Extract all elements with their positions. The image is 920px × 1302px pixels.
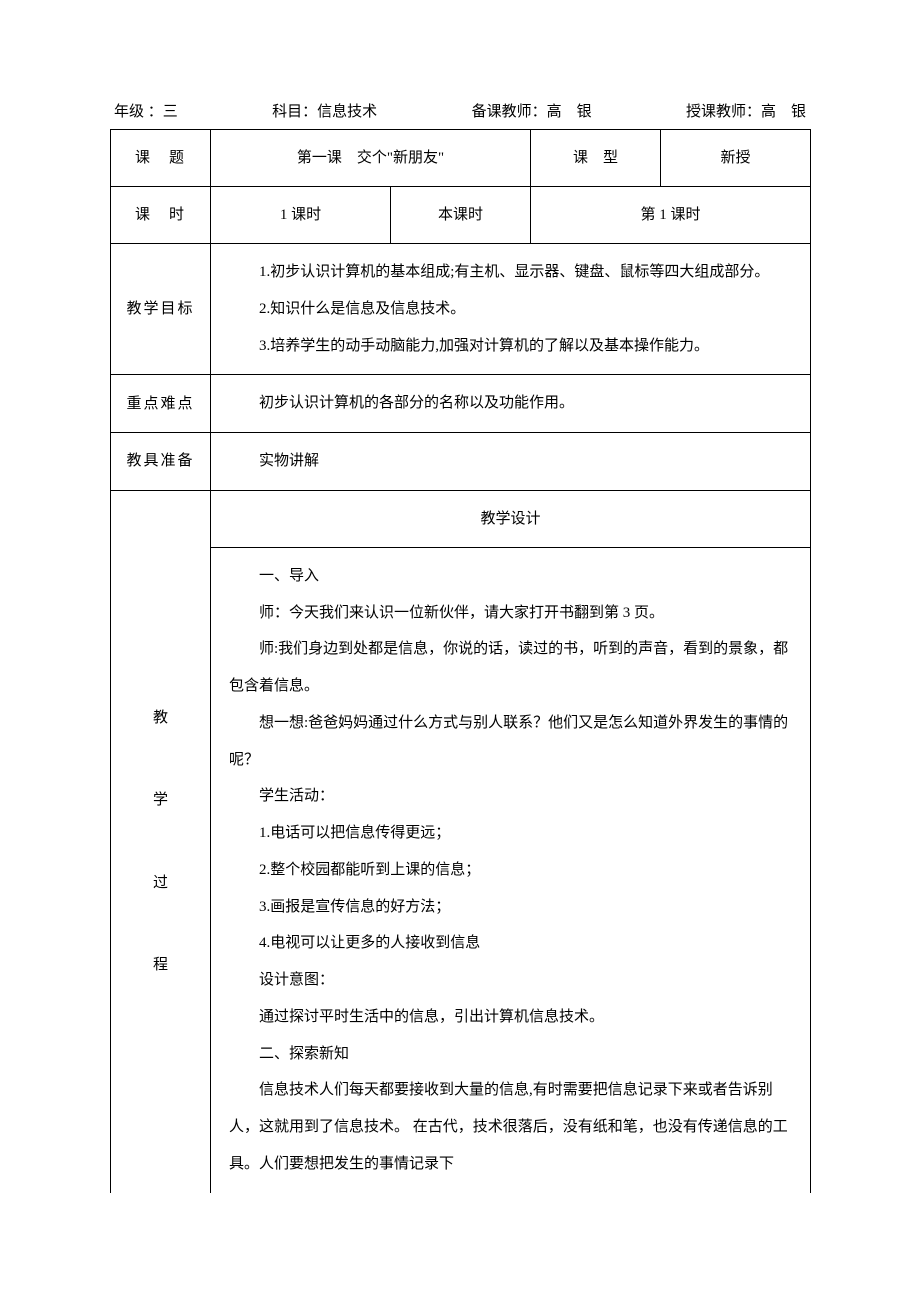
design-line: 4.电视可以让更多的人接收到信息 xyxy=(229,925,792,962)
design-line: 2.整个校园都能听到上课的信息； xyxy=(229,852,792,889)
table-row: 教 学 过 程 教学设计 xyxy=(111,490,811,547)
process-label: 教 学 过 程 xyxy=(111,490,211,1192)
design-line: 一、导入 xyxy=(229,558,792,595)
table-row: 重点难点 初步认识计算机的各部分的名称以及功能作用。 xyxy=(111,375,811,433)
topic-label: 课 题 xyxy=(111,130,211,187)
table-row: 教学目标 1.初步认识计算机的基本组成;有主机、显示器、键盘、鼠标等四大组成部分… xyxy=(111,244,811,375)
design-line: 通过探讨平时生活中的信息，引出计算机信息技术。 xyxy=(229,999,792,1036)
goal-text: 2.知识什么是信息及信息技术。 xyxy=(229,291,792,328)
design-line: 二、探索新知 xyxy=(229,1036,792,1073)
grade-label: 年级 ：三 xyxy=(114,100,178,121)
subject-label: 科目：信息技术 xyxy=(272,100,377,121)
process-char: 教 xyxy=(119,677,202,760)
type-label: 课 型 xyxy=(531,130,661,187)
header-line: 年级 ：三 科目：信息技术 备课教师：高 银 授课教师：高 银 xyxy=(110,100,810,121)
table-row: 课 题 第一课 交个"新朋友" 课 型 新授 xyxy=(111,130,811,187)
design-line: 信息技术人们每天都要接收到大量的信息,有时需要把信息记录下来或者告诉别人，这就用… xyxy=(229,1072,792,1182)
focus-value: 初步认识计算机的各部分的名称以及功能作用。 xyxy=(211,375,811,433)
tools-value: 实物讲解 xyxy=(211,433,811,491)
design-line: 学生活动： xyxy=(229,778,792,815)
design-content: 一、导入 师：今天我们来认识一位新伙伴，请大家打开书翻到第 3 页。 师:我们身… xyxy=(211,547,811,1192)
design-title: 教学设计 xyxy=(211,490,811,547)
table-row: 课 时 1 课时 本课时 第 1 课时 xyxy=(111,187,811,244)
design-line: 师:我们身边到处都是信息，你说的话，读过的书，听到的声音，看到的景象，都包含着信… xyxy=(229,631,792,705)
topic-value: 第一课 交个"新朋友" xyxy=(211,130,531,187)
lesson-plan-table: 课 题 第一课 交个"新朋友" 课 型 新授 课 时 1 课时 本课时 第 1 … xyxy=(110,129,811,1193)
period-value: 1 课时 xyxy=(211,187,391,244)
table-row: 一、导入 师：今天我们来认识一位新伙伴，请大家打开书翻到第 3 页。 师:我们身… xyxy=(111,547,811,1192)
table-row: 教具准备 实物讲解 xyxy=(111,433,811,491)
design-line: 1.电话可以把信息传得更远； xyxy=(229,815,792,852)
process-char: 程 xyxy=(119,924,202,1007)
tools-label: 教具准备 xyxy=(111,433,211,491)
period-label: 课 时 xyxy=(111,187,211,244)
goals-label: 教学目标 xyxy=(111,244,211,375)
process-char: 学 xyxy=(119,759,202,842)
focus-label: 重点难点 xyxy=(111,375,211,433)
teacher-label: 授课教师：高 银 xyxy=(686,100,806,121)
design-line: 想一想:爸爸妈妈通过什么方式与别人联系？他们又是怎么知道外界发生的事情的呢？ xyxy=(229,705,792,779)
prep-teacher-label: 备课教师：高 银 xyxy=(472,100,592,121)
design-line: 3.画报是宣传信息的好方法； xyxy=(229,889,792,926)
goals-cell: 1.初步认识计算机的基本组成;有主机、显示器、键盘、鼠标等四大组成部分。 2.知… xyxy=(211,244,811,375)
design-line: 师：今天我们来认识一位新伙伴，请大家打开书翻到第 3 页。 xyxy=(229,595,792,632)
this-period-value: 第 1 课时 xyxy=(531,187,811,244)
goal-text: 1.初步认识计算机的基本组成;有主机、显示器、键盘、鼠标等四大组成部分。 xyxy=(229,254,792,291)
process-char: 过 xyxy=(119,842,202,925)
type-value: 新授 xyxy=(661,130,811,187)
goal-text: 3.培养学生的动手动脑能力,加强对计算机的了解以及基本操作能力。 xyxy=(229,328,792,365)
this-period-label: 本课时 xyxy=(391,187,531,244)
design-line: 设计意图： xyxy=(229,962,792,999)
